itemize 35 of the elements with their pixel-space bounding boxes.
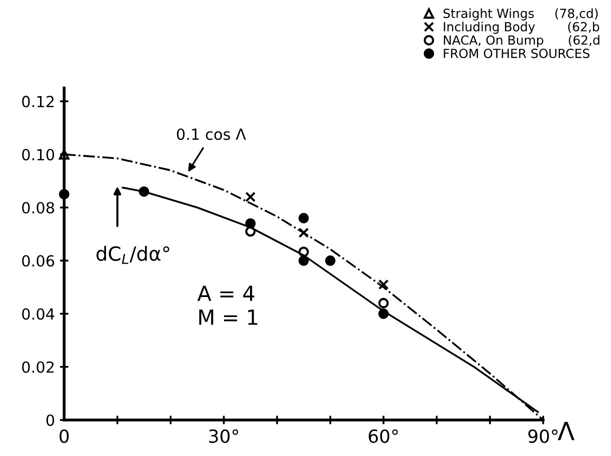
point xyxy=(378,298,389,308)
point xyxy=(378,279,389,290)
x-tick-label: 60° xyxy=(368,429,398,443)
point xyxy=(58,189,70,200)
point xyxy=(378,308,389,319)
point xyxy=(138,186,150,197)
y-tick-label: 0 xyxy=(46,414,54,426)
y-tick-label: 0.02 xyxy=(22,361,54,373)
y-axis-title: dC$_{L}$/dα° xyxy=(96,246,170,264)
point xyxy=(325,255,336,266)
legend-label: Straight Wings (78,cd) xyxy=(443,8,598,21)
legend-label: FROM OTHER SOURCES xyxy=(444,48,590,58)
point xyxy=(298,246,309,258)
line-series xyxy=(122,186,539,413)
point xyxy=(298,255,309,266)
legend-label: Including Body (62,b xyxy=(444,22,600,34)
legend-label: NACA, On Bump (62,d xyxy=(444,35,600,48)
point xyxy=(58,149,70,160)
y-tick-label: 0.10 xyxy=(22,148,54,160)
y-tick-label: 0.06 xyxy=(22,255,54,267)
annotation: A = 4 xyxy=(197,286,254,301)
x-axis-title: Λ xyxy=(558,422,574,440)
annotation: M = 1 xyxy=(199,310,258,325)
point xyxy=(298,212,309,224)
annotation: 0.1 cos Λ xyxy=(176,128,246,140)
point xyxy=(245,218,256,229)
x-tick-label: 90° xyxy=(528,429,558,443)
y-tick-label: 0.04 xyxy=(22,308,54,320)
x-tick-label: 0 xyxy=(60,429,69,443)
y-tick-label: 0.12 xyxy=(22,96,54,108)
x-tick-label: 30° xyxy=(209,429,238,443)
point xyxy=(298,228,309,238)
point xyxy=(245,226,256,237)
y-tick-label: 0.08 xyxy=(22,202,54,214)
point xyxy=(245,192,256,202)
